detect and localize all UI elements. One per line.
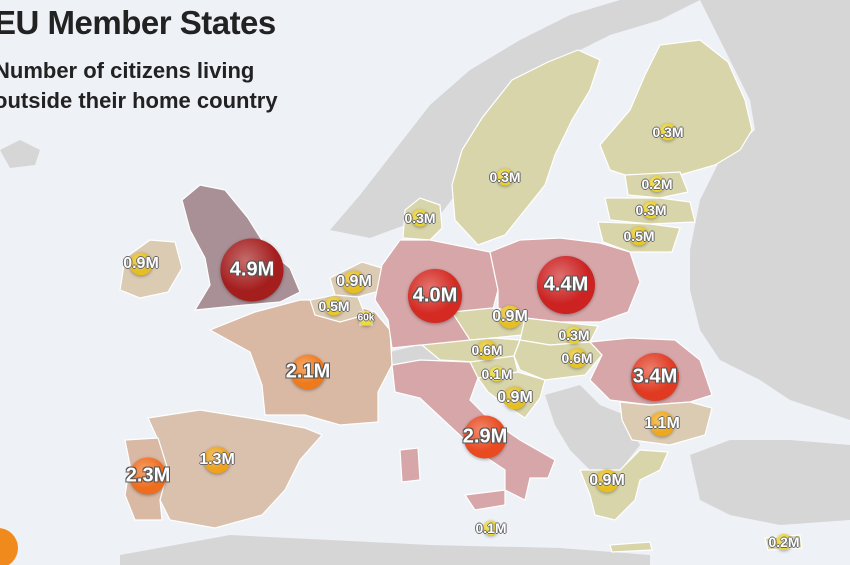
bubble-label-hungary: 0.6M (561, 350, 593, 366)
bubble-portugal (129, 457, 167, 495)
greece-shape (579, 449, 669, 521)
bubble-united-kingdom (220, 238, 284, 302)
turkey-land (690, 440, 850, 525)
bubble-label-austria: 0.6M (471, 342, 503, 358)
bubble-romania (631, 353, 679, 401)
bubble-austria (477, 340, 497, 360)
sicily-shape (463, 489, 506, 511)
bubble-finland (659, 123, 677, 141)
bubble-belgium (324, 296, 344, 316)
bubble-label-slovenia: 0.1M (481, 366, 513, 382)
bubble-label-slovakia: 0.3M (558, 327, 590, 343)
bubble-label-bulgaria: 1.1M (644, 415, 680, 432)
sweden-shape (451, 49, 601, 246)
bubble-estonia (649, 176, 665, 192)
bubble-label-romania: 3.4M (632, 365, 678, 388)
bubble-label-finland: 0.3M (652, 124, 684, 140)
legend-badge (0, 528, 18, 565)
bubble-label-croatia: 0.9M (497, 389, 533, 406)
balkans-land (545, 385, 640, 470)
bubble-label-sweden: 0.3M (489, 169, 521, 185)
bubble-label-germany: 4.0M (412, 284, 458, 307)
bubble-germany (408, 269, 462, 323)
bubble-label-malta: 0.1M (475, 520, 507, 536)
bubble-label-greece: 0.9M (589, 472, 625, 489)
page-title: EU Member States (0, 4, 276, 41)
bubble-cyprus (776, 534, 792, 550)
bubble-slovenia (489, 366, 505, 382)
bubble-malta (483, 520, 499, 536)
bubble-spain (203, 446, 231, 474)
bubble-label-poland: 4.4M (543, 273, 589, 296)
russia-land (690, 0, 850, 420)
bubble-label-netherlands: 0.9M (336, 273, 372, 290)
bubble-label-spain: 1.3M (199, 451, 235, 468)
bubble-label-portugal: 2.3M (125, 464, 171, 487)
bubble-bulgaria (649, 411, 675, 437)
bubble-netherlands (342, 270, 366, 294)
bubble-label-luxembourg: 60k (357, 312, 375, 324)
subtitle-line1: Number of citizens living (0, 58, 255, 83)
bubble-sweden (496, 168, 514, 186)
bubble-ireland (129, 252, 153, 276)
bubble-label-united-kingdom: 4.9M (229, 258, 275, 281)
crete-shape (609, 541, 653, 553)
sardinia-shape (399, 447, 421, 483)
bubble-label-lithuania: 0.5M (623, 228, 655, 244)
iceland-land (0, 140, 40, 168)
bubble-hungary (567, 348, 587, 368)
bubble-slovakia (565, 326, 583, 344)
bubble-italy (463, 415, 507, 459)
bubble-label-cyprus: 0.2M (768, 534, 800, 550)
bubble-luxembourg (358, 310, 374, 326)
bubble-label-estonia: 0.2M (641, 176, 673, 192)
bubble-label-latvia: 0.3M (635, 202, 667, 218)
bubble-label-france: 2.1M (285, 360, 331, 383)
bubble-croatia (503, 386, 527, 410)
subtitle-line2: outside their home country (0, 88, 278, 113)
bubble-france (290, 354, 326, 390)
bubble-denmark (411, 209, 429, 227)
bubble-label-italy: 2.9M (462, 425, 508, 448)
bubble-label-belgium: 0.5M (318, 298, 350, 314)
bubble-label-denmark: 0.3M (404, 210, 436, 226)
bubble-poland (537, 256, 595, 314)
bubble-greece (595, 469, 619, 493)
bubble-label-ireland: 0.9M (123, 255, 159, 272)
bubble-label-czechia: 0.9M (492, 308, 528, 325)
norway-land (330, 0, 700, 238)
bubble-latvia (642, 201, 660, 219)
bubble-czechia (498, 305, 522, 329)
north-africa-land (120, 535, 650, 565)
bubble-lithuania (629, 226, 649, 246)
spain-shape (147, 409, 324, 529)
